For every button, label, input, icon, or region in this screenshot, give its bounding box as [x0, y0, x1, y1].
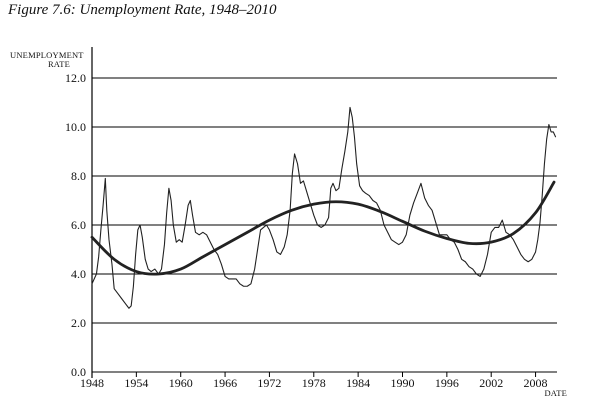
x-tick-label: 1948 [80, 376, 104, 390]
x-tick-label: 1960 [169, 376, 193, 390]
x-axis-title: DATE [544, 388, 567, 398]
x-tick-label: 1990 [390, 376, 414, 390]
trend-line [90, 180, 556, 276]
y-axis-title-line2: RATE [48, 59, 70, 69]
x-tick-label: 2002 [479, 376, 503, 390]
y-axis-title-line1: UNEMPLOYMENT [10, 50, 84, 60]
y-tick-label: 12.0 [65, 71, 86, 85]
y-tick-label: 2.0 [71, 316, 86, 330]
y-tick-label: 6.0 [71, 218, 86, 232]
y-tick-label: 0.0 [71, 365, 86, 379]
x-tick-label: 1966 [213, 376, 237, 390]
x-tick-label: 1984 [346, 376, 370, 390]
x-tick-label: 2008 [524, 376, 548, 390]
axis-layer: UNEMPLOYMENT RATE DATE 0.0 2.0 4.0 6.0 8.0 10… [10, 47, 567, 398]
figure-title: Figure 7.6: Unemployment Rate, 1948–2010 [8, 2, 277, 18]
unemployment-rate-line [91, 106, 557, 309]
x-tick-label: 1996 [435, 376, 459, 390]
y-tick-label: 4.0 [71, 267, 86, 281]
y-tick-label: 8.0 [71, 169, 86, 183]
x-tick-label: 1954 [124, 376, 148, 390]
y-tick-label: 10.0 [65, 120, 86, 134]
x-tick-label: 1978 [302, 376, 326, 390]
x-tick-label: 1972 [257, 376, 281, 390]
series-layer [90, 106, 557, 309]
